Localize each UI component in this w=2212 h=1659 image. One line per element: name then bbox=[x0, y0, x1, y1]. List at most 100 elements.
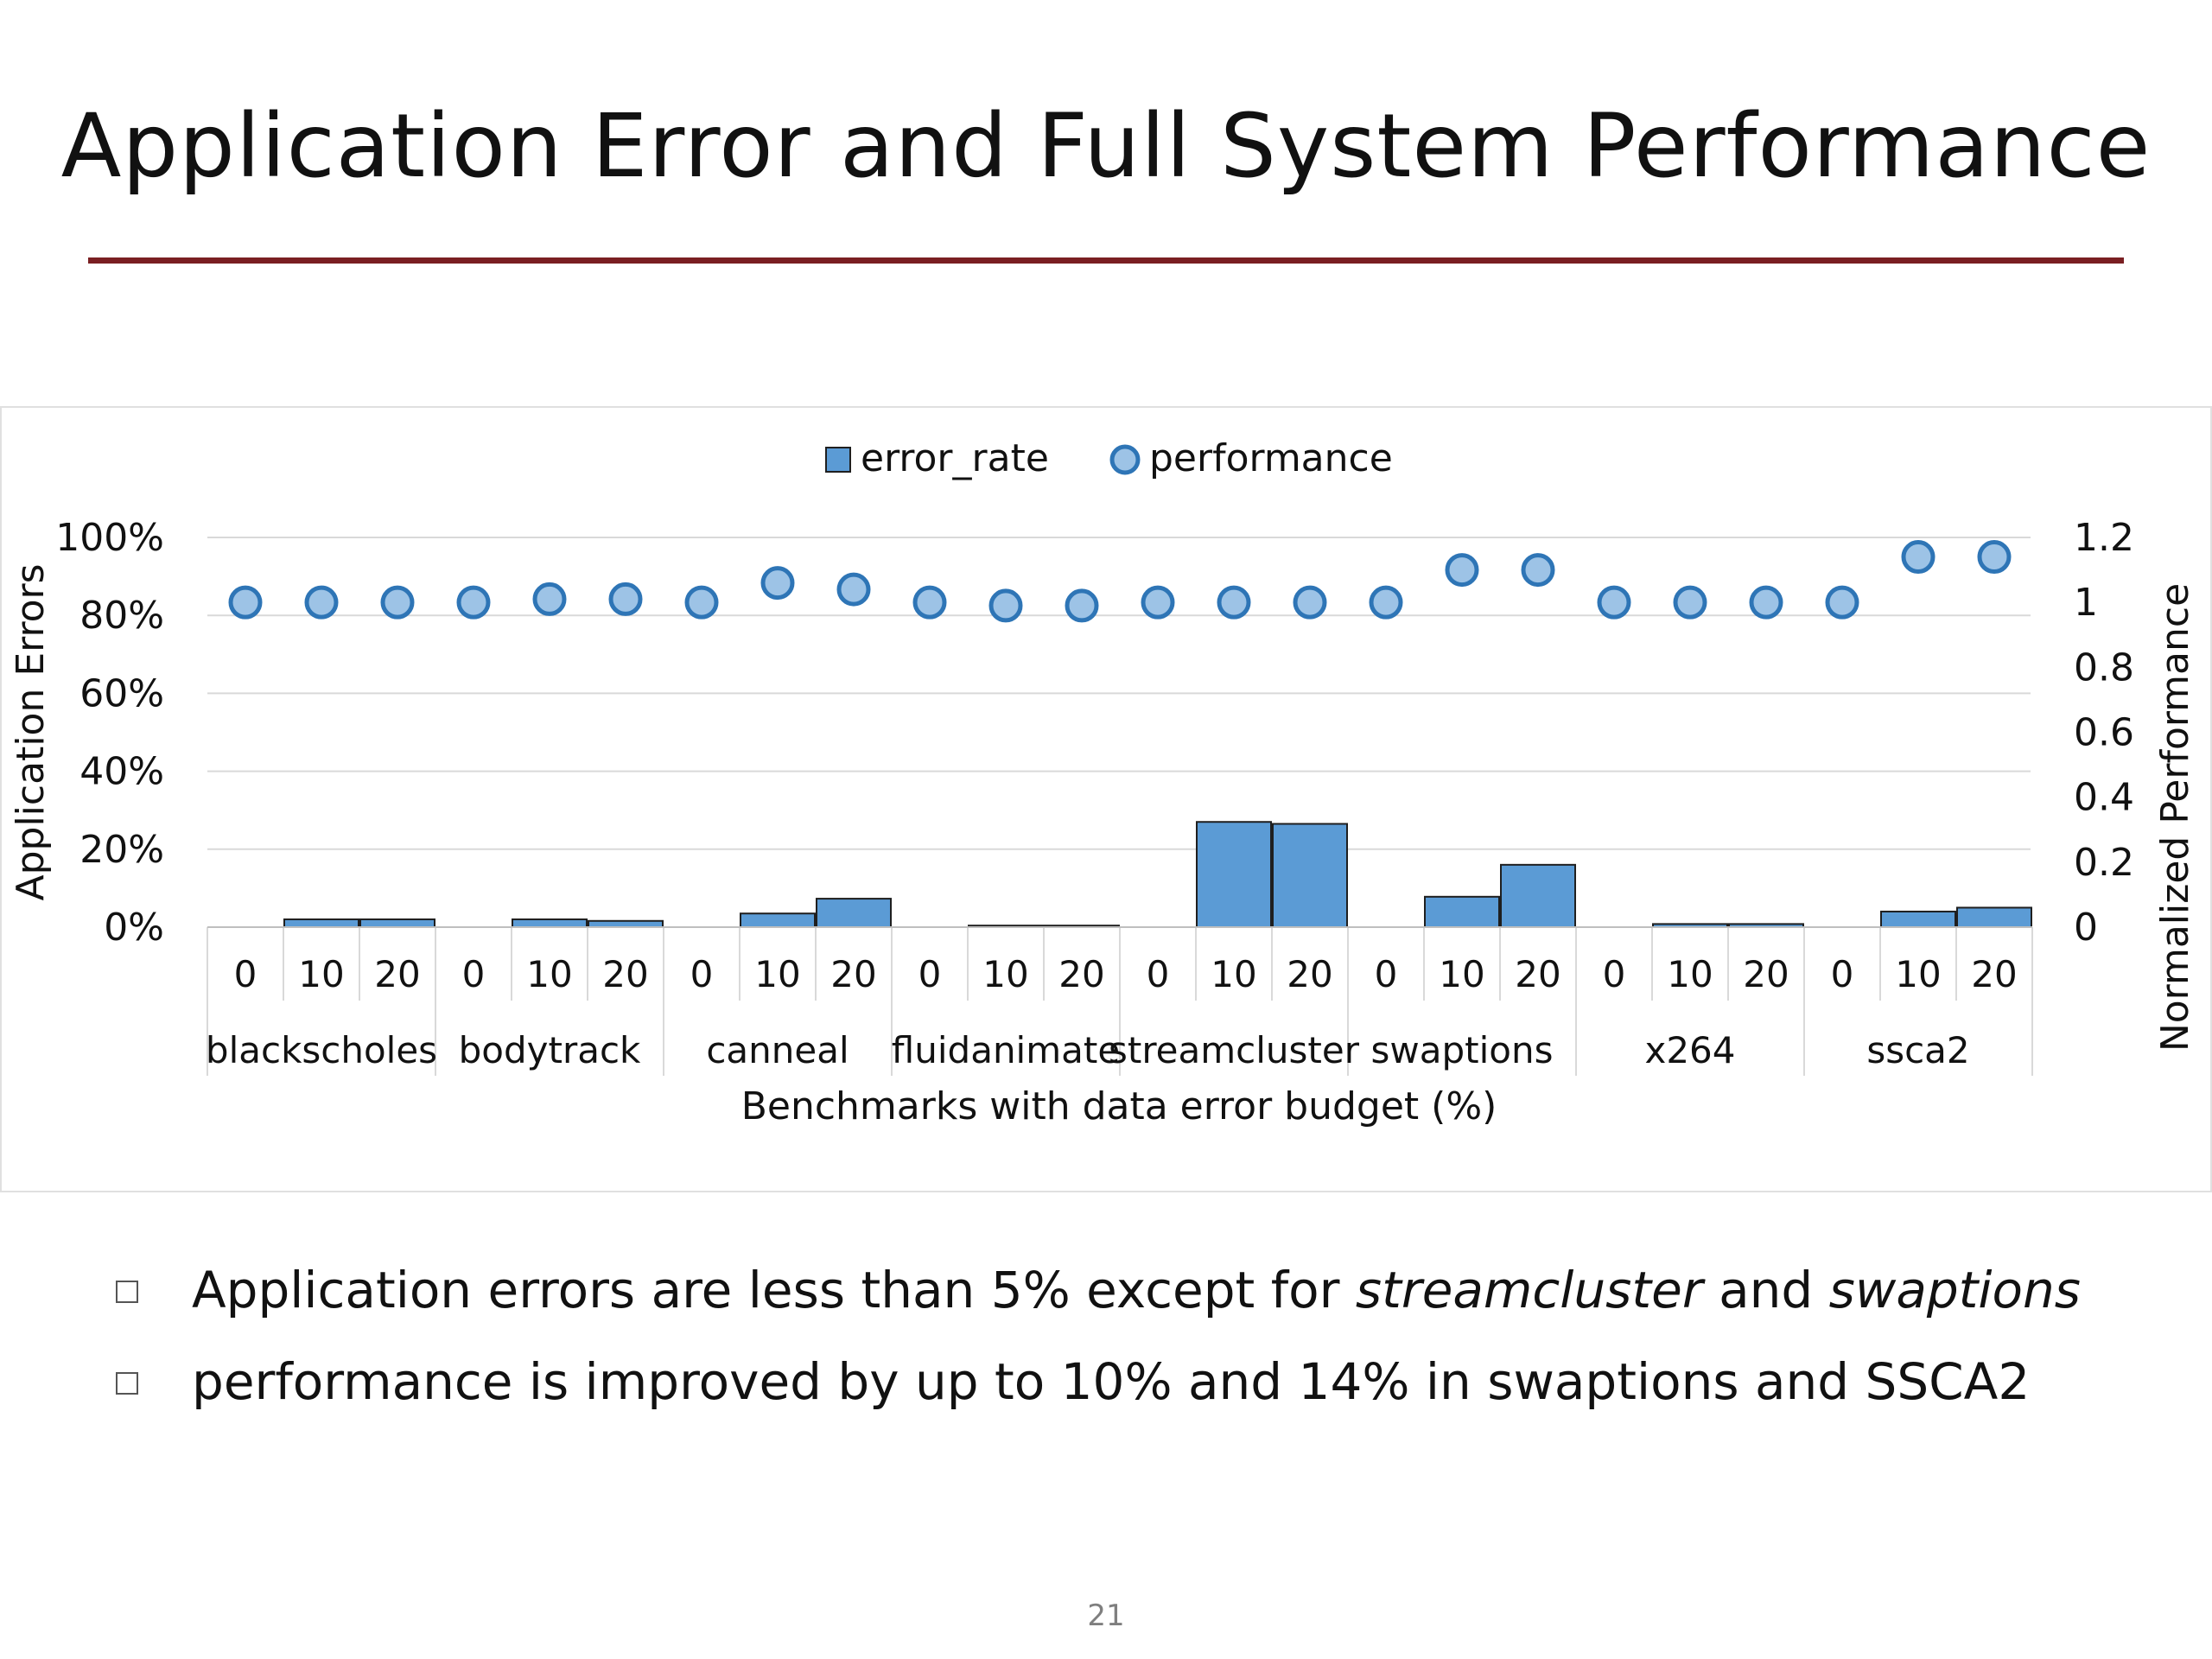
error-rate-bar bbox=[1272, 823, 1348, 928]
performance-marker bbox=[836, 572, 871, 607]
y2-axis-title: Normalized Performance bbox=[2153, 583, 2197, 1052]
budget-tick-label: 10 bbox=[982, 953, 1028, 995]
error-rate-bar bbox=[359, 918, 435, 928]
performance-marker bbox=[912, 585, 947, 620]
y2-tick-label: 0.4 bbox=[2074, 776, 2134, 820]
error-rate-bar bbox=[816, 898, 892, 929]
y2-tick-label: 1 bbox=[2074, 581, 2098, 625]
bullet-item: Application errors are less than 5% exce… bbox=[112, 1244, 2186, 1336]
legend-swatch-error-rate bbox=[825, 447, 851, 473]
budget-tick-label: 10 bbox=[526, 953, 572, 995]
budget-tick-label: 20 bbox=[602, 953, 648, 995]
bullet-list: Application errors are less than 5% exce… bbox=[112, 1244, 2186, 1427]
bullet-text-segment: performance is improved by up to 10% and… bbox=[192, 1352, 2031, 1411]
budget-tick-label: 0 bbox=[1603, 953, 1626, 995]
chart-frame bbox=[0, 406, 2212, 1192]
budget-tick-label: 20 bbox=[1515, 953, 1560, 995]
performance-marker bbox=[304, 585, 339, 620]
performance-marker bbox=[380, 585, 415, 620]
performance-marker bbox=[456, 585, 491, 620]
bullet-text-segment: streamcluster bbox=[1355, 1261, 1703, 1319]
performance-marker bbox=[1521, 553, 1555, 588]
legend-label-error-rate: error_rate bbox=[861, 436, 1049, 480]
bullet-text-segment: swaptions bbox=[1828, 1261, 2082, 1319]
performance-marker bbox=[1141, 585, 1175, 620]
y-tick-label: 100% bbox=[55, 516, 164, 560]
page-number: 21 bbox=[1087, 1599, 1125, 1633]
legend-label-performance: performance bbox=[1149, 436, 1393, 480]
performance-marker bbox=[1597, 585, 1631, 620]
budget-tick-label: 0 bbox=[1375, 953, 1398, 995]
benchmark-label: blackscholes bbox=[206, 1029, 437, 1071]
benchmark-label: bodytrack bbox=[459, 1029, 641, 1071]
budget-tick-label: 20 bbox=[830, 953, 876, 995]
performance-marker bbox=[1369, 585, 1403, 620]
y2-tick-label: 1.2 bbox=[2074, 516, 2134, 560]
budget-tick-label: 0 bbox=[1147, 953, 1170, 995]
performance-marker bbox=[1445, 553, 1479, 588]
budget-tick-label: 20 bbox=[1287, 953, 1332, 995]
y2-tick-label: 0.6 bbox=[2074, 711, 2134, 755]
y2-tick-label: 0.8 bbox=[2074, 645, 2134, 690]
chart-area: 0% 20% 40% 60% 80% 100% 0 0.2 0.4 0.6 0.8 1 1.2 Appli… bbox=[0, 406, 2212, 1194]
benchmark-label: streamcluster bbox=[1109, 1029, 1360, 1071]
benchmark-label: x264 bbox=[1644, 1029, 1735, 1071]
error-rate-bar bbox=[1424, 895, 1500, 929]
performance-marker bbox=[608, 582, 643, 616]
benchmark-label: swaptions bbox=[1371, 1029, 1554, 1071]
y-tick-label: 40% bbox=[79, 750, 164, 794]
performance-marker bbox=[1749, 585, 1783, 620]
error-rate-bar bbox=[1500, 863, 1576, 929]
performance-marker bbox=[228, 585, 263, 620]
error-rate-bar bbox=[1880, 910, 1956, 929]
benchmark-label: canneal bbox=[706, 1029, 849, 1071]
budget-tick-label: 0 bbox=[918, 953, 942, 995]
performance-marker bbox=[1293, 585, 1327, 620]
error-rate-bar bbox=[1956, 906, 2032, 929]
performance-marker bbox=[1673, 585, 1707, 620]
budget-tick-label: 10 bbox=[1211, 953, 1256, 995]
budget-tick-label: 20 bbox=[1743, 953, 1789, 995]
budget-tick-label: 0 bbox=[690, 953, 714, 995]
title-divider bbox=[88, 257, 2124, 264]
y2-tick-label: 0.2 bbox=[2074, 841, 2134, 885]
y-tick-label: 0% bbox=[104, 906, 164, 950]
performance-marker bbox=[1065, 588, 1099, 623]
error-rate-bar bbox=[1196, 821, 1272, 929]
bullet-text-segment: and bbox=[1702, 1261, 1829, 1319]
budget-tick-label: 20 bbox=[1971, 953, 2017, 995]
budget-tick-label: 10 bbox=[1667, 953, 1713, 995]
error-rate-bar bbox=[283, 918, 359, 928]
y2-tick-label: 0 bbox=[2074, 906, 2098, 950]
performance-marker bbox=[532, 582, 567, 616]
performance-marker bbox=[1217, 585, 1251, 620]
budget-tick-label: 10 bbox=[1895, 953, 1941, 995]
budget-tick-label: 0 bbox=[234, 953, 257, 995]
performance-marker bbox=[760, 566, 795, 601]
budget-tick-label: 0 bbox=[1831, 953, 1854, 995]
x-axis-title: Benchmarks with data error budget (%) bbox=[741, 1084, 1497, 1128]
y-axis-title: Application Errors bbox=[9, 563, 53, 900]
budget-tick-label: 10 bbox=[298, 953, 344, 995]
budget-tick-label: 0 bbox=[462, 953, 486, 995]
budget-tick-label: 20 bbox=[374, 953, 420, 995]
budget-tick-label: 20 bbox=[1058, 953, 1104, 995]
performance-marker bbox=[988, 588, 1023, 623]
benchmark-label: fluidanimate bbox=[892, 1029, 1120, 1071]
performance-marker bbox=[1977, 540, 2012, 575]
bullet-text-segment: Application errors are less than 5% exce… bbox=[192, 1261, 1356, 1319]
performance-marker bbox=[684, 585, 719, 620]
error-rate-bar bbox=[512, 918, 588, 928]
budget-tick-label: 10 bbox=[754, 953, 800, 995]
benchmark-label: ssca2 bbox=[1866, 1029, 1969, 1071]
budget-tick-label: 10 bbox=[1439, 953, 1484, 995]
y-tick-label: 60% bbox=[79, 671, 164, 715]
y-tick-label: 20% bbox=[79, 828, 164, 872]
square-bullet-icon bbox=[116, 1372, 138, 1395]
performance-marker bbox=[1901, 540, 1936, 575]
performance-marker bbox=[1825, 585, 1859, 620]
square-bullet-icon bbox=[116, 1281, 138, 1303]
slide-title: Application Error and Full System Perfor… bbox=[60, 95, 2152, 198]
combo-chart: 0% 20% 40% 60% 80% 100% 0 0.2 0.4 0.6 0.8 1 1.2 Appli… bbox=[0, 406, 2212, 1192]
error-rate-bar bbox=[588, 919, 664, 928]
